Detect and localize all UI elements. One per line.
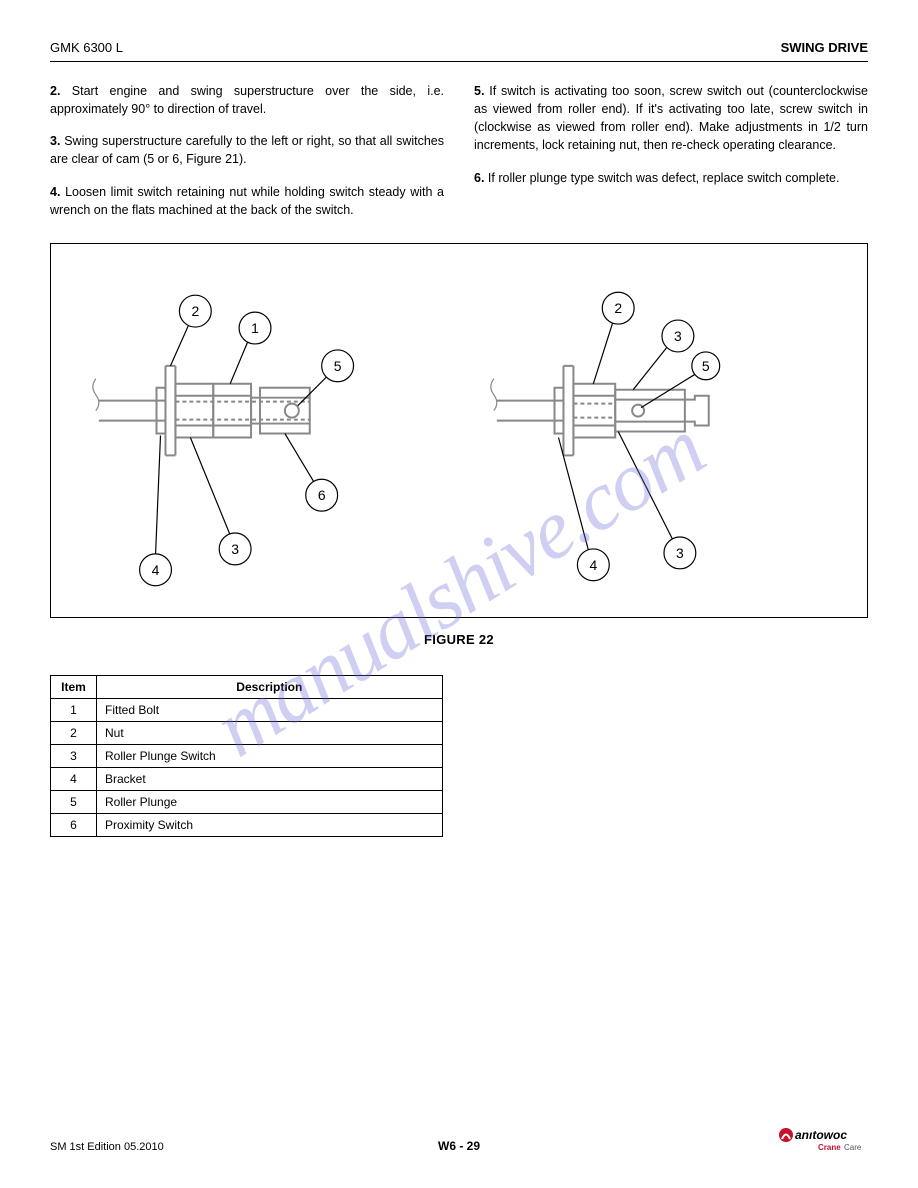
callout-5b: 5 (702, 358, 710, 374)
figure-diagram: 2 1 5 6 3 4 (61, 264, 857, 607)
page-footer: SM 1st Edition 05.2010 W6 - 29 anıtowoc … (50, 1125, 868, 1153)
step-text-2: Start engine and swing superstructure ov… (50, 84, 444, 116)
step-num-2: 2. (50, 84, 60, 98)
callout-3b: 3 (674, 328, 682, 344)
step-6: 6. If roller plunge type switch was defe… (474, 169, 868, 187)
page-header: GMK 6300 L SWING DRIVE (50, 40, 868, 62)
callout-4: 4 (152, 562, 160, 578)
callout-4b: 4 (589, 557, 597, 573)
footer-page: W6 - 29 (438, 1139, 480, 1153)
step-num-4: 4. (50, 185, 60, 199)
table-row: 6Proximity Switch (51, 813, 443, 836)
svg-text:Care: Care (844, 1143, 862, 1152)
callout-3c: 3 (676, 545, 684, 561)
callout-2: 2 (191, 303, 199, 319)
parts-table-wrap: Item Description 1Fitted Bolt 2Nut 3Roll… (50, 675, 443, 837)
callout-3: 3 (231, 541, 239, 557)
step-num-5: 5. (474, 84, 484, 98)
table-row: 4Bracket (51, 767, 443, 790)
step-4: 4. Loosen limit switch retaining nut whi… (50, 183, 444, 219)
figure-caption: FIGURE 22 (50, 632, 868, 647)
table-row: 2Nut (51, 721, 443, 744)
step-text-5: If switch is activating too soon, screw … (474, 84, 868, 152)
callout-2b: 2 (614, 300, 622, 316)
step-num-3: 3. (50, 134, 60, 148)
step-5: 5. If switch is activating too soon, scr… (474, 82, 868, 155)
left-column: 2. Start engine and swing superstructure… (50, 82, 444, 233)
header-model: GMK 6300 L (50, 40, 123, 55)
th-desc: Description (97, 675, 443, 698)
table-row: 3Roller Plunge Switch (51, 744, 443, 767)
th-item: Item (51, 675, 97, 698)
right-column: 5. If switch is activating too soon, scr… (474, 82, 868, 233)
callout-5: 5 (334, 358, 342, 374)
step-2: 2. Start engine and swing superstructure… (50, 82, 444, 118)
svg-text:Crane: Crane (818, 1143, 841, 1152)
manitowoc-logo: anıtowoc Crane Care (778, 1125, 868, 1153)
callout-6: 6 (318, 487, 326, 503)
text-columns: 2. Start engine and swing superstructure… (50, 82, 868, 233)
callout-1: 1 (251, 320, 259, 336)
figure-box: 2 1 5 6 3 4 (50, 243, 868, 618)
footer-edition: SM 1st Edition 05.2010 (50, 1141, 164, 1153)
step-text-4: Loosen limit switch retaining nut while … (50, 185, 444, 217)
table-row: 5Roller Plunge (51, 790, 443, 813)
step-3: 3. Swing superstructure carefully to the… (50, 132, 444, 168)
table-row: 1Fitted Bolt (51, 698, 443, 721)
step-num-6: 6. (474, 171, 484, 185)
svg-text:anıtowoc: anıtowoc (795, 1128, 847, 1142)
parts-table: Item Description 1Fitted Bolt 2Nut 3Roll… (50, 675, 443, 837)
step-text-6: If roller plunge type switch was defect,… (488, 171, 840, 185)
header-section: SWING DRIVE (781, 40, 868, 55)
step-text-3: Swing superstructure carefully to the le… (50, 134, 444, 166)
